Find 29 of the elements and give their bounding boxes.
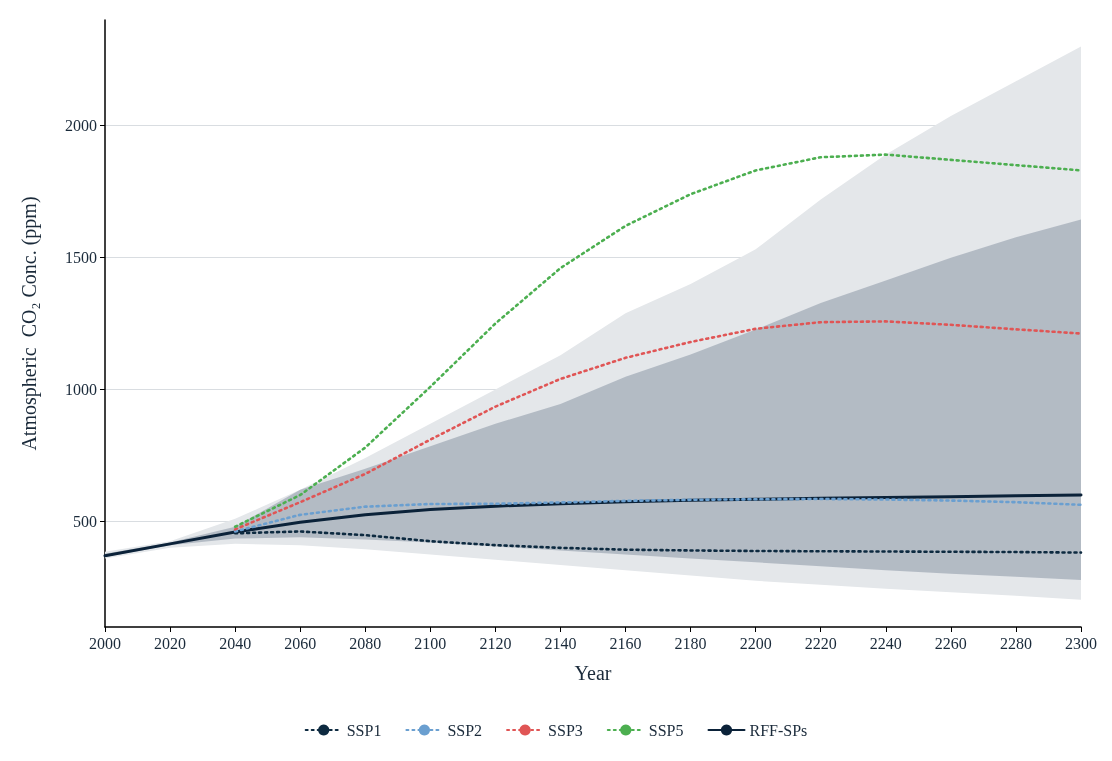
x-tick-label: 2100 [414,634,447,652]
y-tick-label: 500 [73,512,97,530]
x-tick-label: 2000 [89,634,121,652]
legend-label: SSP1 [346,721,382,739]
x-tick-label: 2080 [349,634,382,652]
x-tick-label: 2160 [609,634,642,652]
legend-label: SSP5 [648,721,684,739]
line-series [233,497,1083,533]
line-series [233,320,1083,531]
x-tick-label: 2040 [219,634,252,652]
legend-label: SSP2 [447,721,483,739]
y-tick-label: 1500 [65,249,97,267]
y-axis-title: Atmospheric CO₂ Conc. (ppm) [18,196,41,451]
x-tick-label: 2260 [934,634,967,652]
x-tick-label: 2220 [804,634,837,652]
x-tick-label: 2200 [739,634,772,652]
y-tick-label: 1000 [65,380,97,398]
x-tick-label: 2180 [674,634,707,652]
x-tick-label: 2280 [999,634,1032,652]
legend-label: RFF-SPs [749,721,808,739]
x-tick-label: 2140 [544,634,577,652]
x-axis-title: Year [574,662,612,684]
x-tick-label: 2240 [869,634,902,652]
legend-label: SSP3 [548,721,583,739]
x-tick-label: 2020 [154,634,187,652]
y-tick-label: 2000 [65,117,97,135]
x-tick-label: 2120 [479,634,512,652]
x-tick-label: 2300 [1065,634,1097,652]
x-tick-label: 2060 [284,634,317,652]
